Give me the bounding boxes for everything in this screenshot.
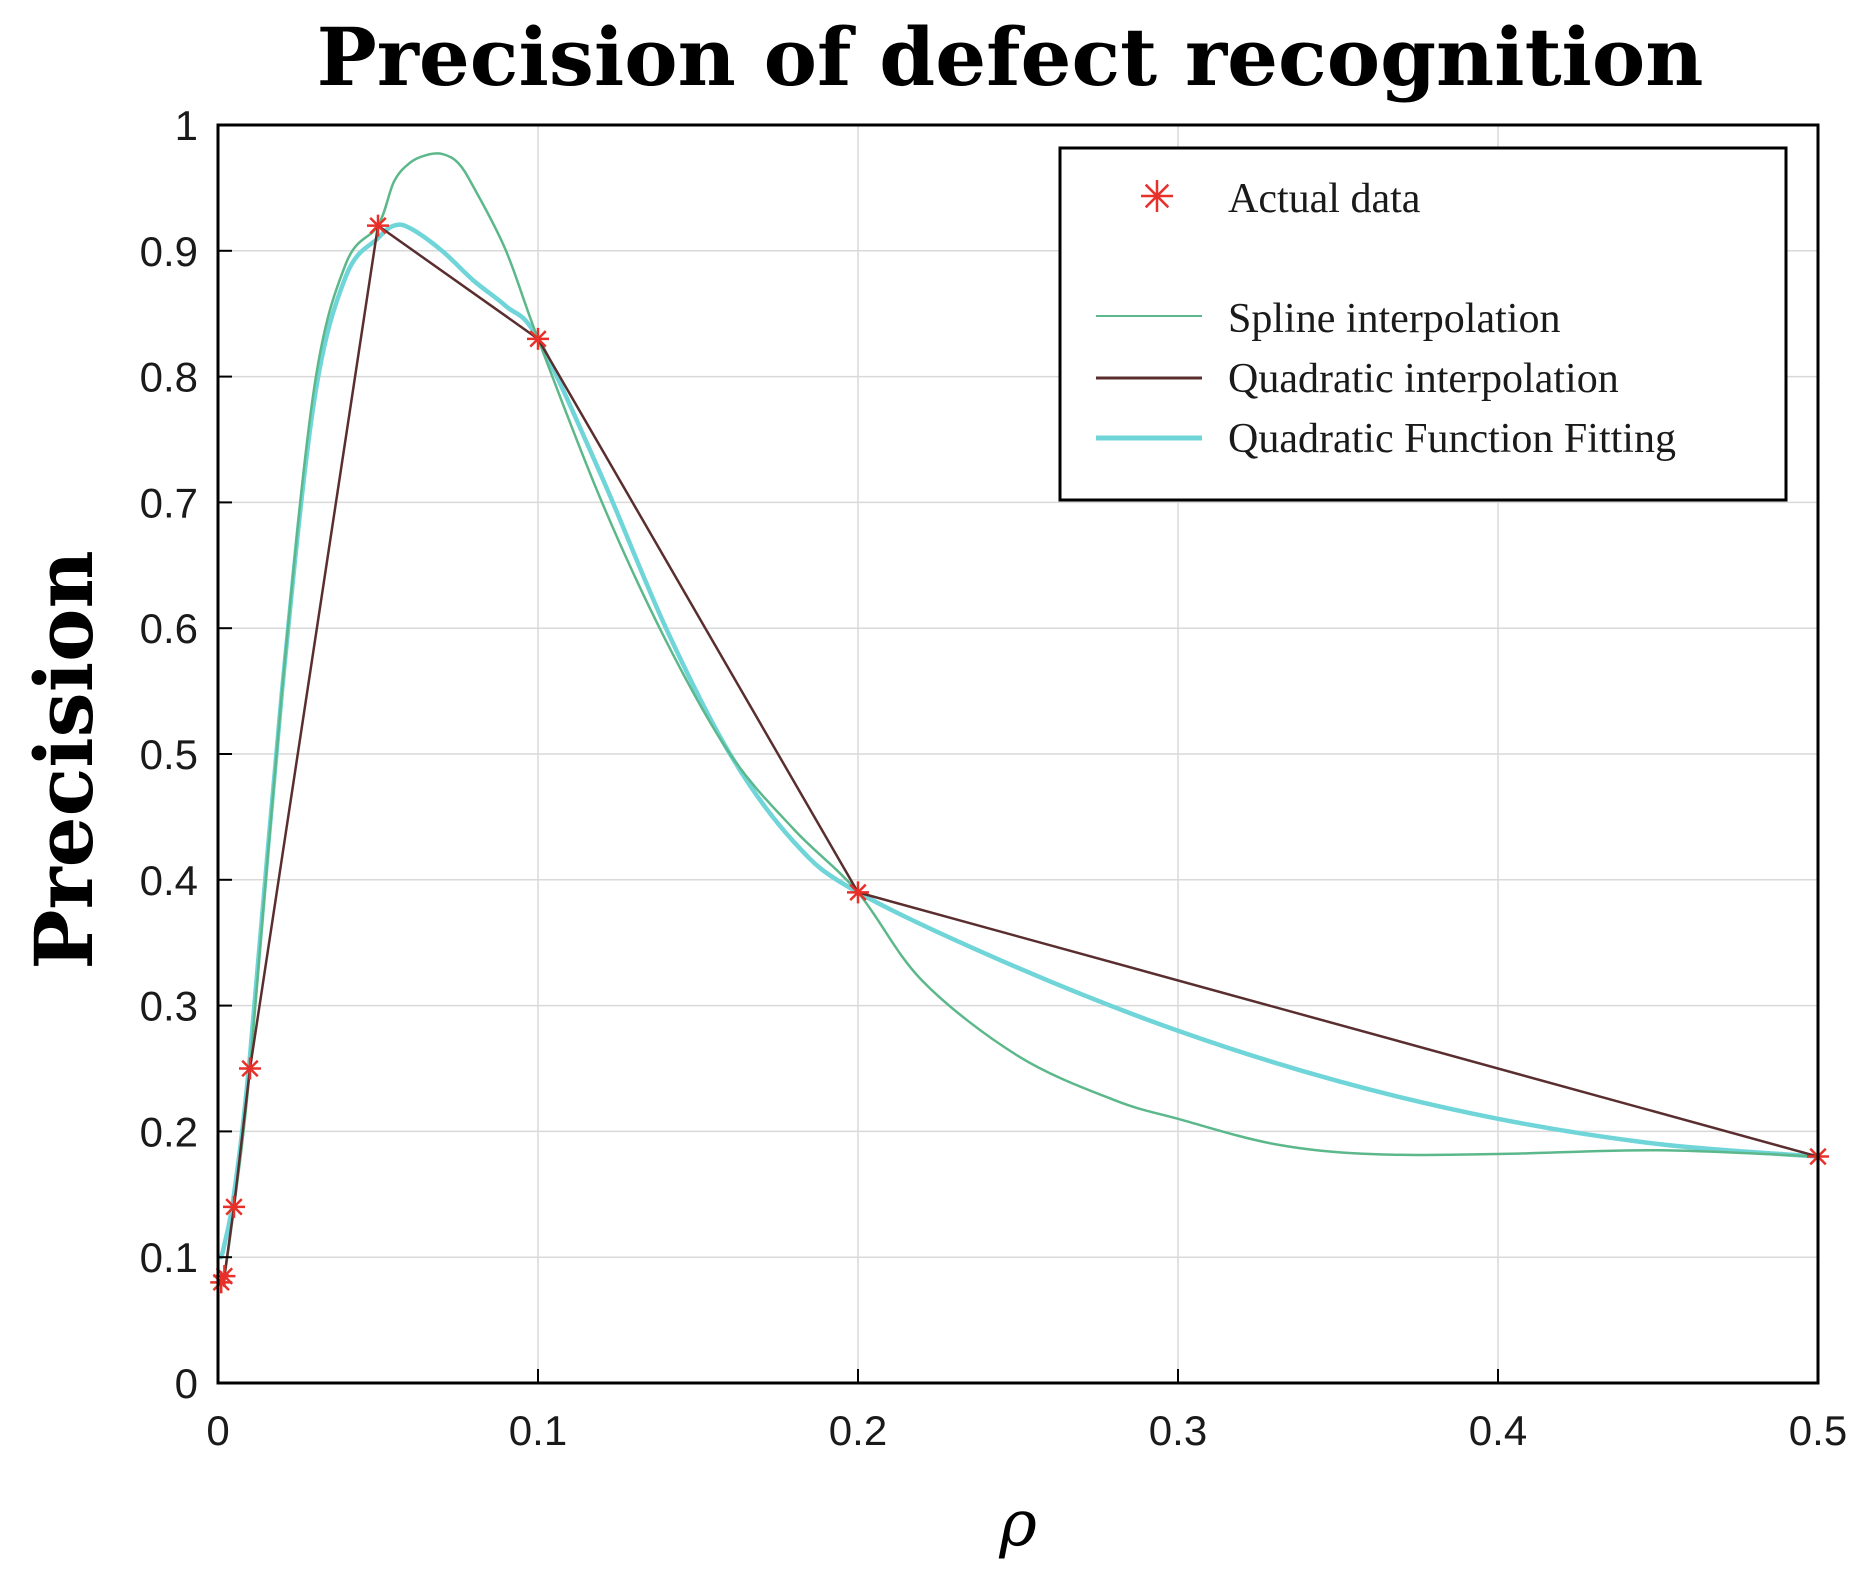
series-line-spline-interpolation: [219, 152, 1820, 1285]
x-tick-label: 0: [206, 1407, 229, 1454]
y-tick-label: 0: [175, 1360, 198, 1407]
x-tick-label: 0.2: [829, 1407, 887, 1454]
asterisk-stroke: [529, 330, 547, 348]
actual-data-point: [239, 1057, 261, 1080]
y-tick-label: 0.5: [140, 731, 198, 778]
asterisk-stroke: [225, 1198, 243, 1216]
legend-label-spline-interpolation: Spline interpolation: [1228, 296, 1560, 342]
asterisk-stroke: [849, 883, 867, 902]
chart-title: Precision of defect recognition: [317, 10, 1704, 104]
asterisk-stroke: [241, 1059, 259, 1078]
x-axis-label: ρ: [998, 1487, 1037, 1561]
y-tick-label: 0.8: [140, 354, 198, 401]
asterisk-stroke: [369, 216, 387, 235]
x-tick-label: 0.1: [509, 1407, 567, 1454]
y-tick-label: 0.9: [140, 228, 198, 275]
y-tick-label: 0.4: [140, 857, 198, 904]
actual-data-point: [367, 214, 389, 237]
x-axis-ticks: 0 0.1 0.2 0.3 0.4 0.5: [206, 1369, 1847, 1454]
legend-box: [1058, 146, 1788, 502]
actual-data-point: [223, 1195, 245, 1218]
legend-label-actual-data: Actual data: [1228, 176, 1421, 222]
y-axis-ticks: 0 0.1 0.2 0.3 0.4 0.5 0.6 0.7 0.8 0.9 1: [140, 102, 232, 1407]
y-tick-label: 1: [175, 102, 198, 149]
y-tick-label: 0.7: [140, 479, 198, 526]
y-tick-label: 0.1: [140, 1234, 198, 1281]
asterisk-icon: [1141, 180, 1173, 212]
actual-data-point: [847, 881, 869, 904]
legend-label-quadratic-interpolation: Quadratic interpolation: [1228, 356, 1619, 402]
x-tick-label: 0.5: [1789, 1407, 1847, 1454]
y-axis-label: Precision: [17, 550, 111, 969]
x-tick-label: 0.4: [1469, 1407, 1527, 1454]
y-tick-label: 0.3: [140, 983, 198, 1030]
legend-actual-data-marker-icon: [1141, 180, 1173, 212]
legend: Actual data Spline interpolation Quadrat…: [1058, 146, 1788, 502]
asterisk-stroke: [1144, 183, 1170, 209]
legend-label-quadratic-function-fitting: Quadratic Function Fitting: [1228, 416, 1676, 462]
actual-data-point: [527, 327, 549, 350]
y-tick-label: 0.2: [140, 1108, 198, 1155]
series-line-quadratic-interpolation: [219, 224, 1820, 1284]
actual-data-point: [210, 1271, 233, 1294]
x-tick-label: 0.3: [1149, 1407, 1207, 1454]
y-tick-label: 0.6: [140, 605, 198, 652]
